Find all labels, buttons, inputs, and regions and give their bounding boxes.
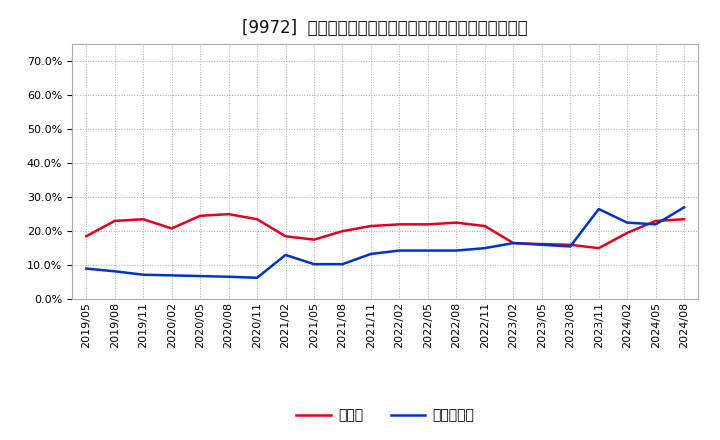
- 有利子負債: [82, 266, 91, 271]
- 現預金: [566, 242, 575, 247]
- 現預金: [480, 224, 489, 229]
- 現預金: [82, 234, 91, 239]
- 有利子負債: [623, 220, 631, 225]
- 有利子負債: [652, 222, 660, 227]
- 現預金: [253, 216, 261, 222]
- 現預金: [196, 213, 204, 219]
- 有利子負債: [139, 272, 148, 277]
- 有利子負債: [225, 274, 233, 279]
- 有利子負債: [423, 248, 432, 253]
- 現預金: [652, 218, 660, 224]
- 有利子負債: [452, 248, 461, 253]
- 現預金: [680, 216, 688, 222]
- 有利子負債: [167, 273, 176, 278]
- 現預金: [423, 222, 432, 227]
- 有利子負債: [196, 273, 204, 279]
- 現預金: [167, 226, 176, 231]
- 有利子負債: [253, 275, 261, 280]
- 現預金: [537, 242, 546, 247]
- 現預金: [310, 237, 318, 242]
- 現預金: [395, 222, 404, 227]
- 有利子負債: [680, 205, 688, 210]
- 有利子負債: [338, 261, 347, 267]
- 現預金: [139, 216, 148, 222]
- 現預金: [366, 224, 375, 229]
- 現預金: [282, 234, 290, 239]
- 有利子負債: [282, 252, 290, 257]
- 有利子負債: [366, 251, 375, 257]
- 現預金: [225, 212, 233, 217]
- 現預金: [110, 218, 119, 224]
- 有利子負債: [310, 261, 318, 267]
- 有利子負債: [395, 248, 404, 253]
- 現預金: [623, 230, 631, 235]
- 現預金: [338, 228, 347, 234]
- 有利子負債: [595, 206, 603, 212]
- 現預金: [452, 220, 461, 225]
- 有利子負債: [566, 244, 575, 249]
- 有利子負債: [509, 240, 518, 246]
- Line: 有利子負債: 有利子負債: [86, 207, 684, 278]
- Line: 現預金: 現預金: [86, 214, 684, 248]
- 現預金: [509, 240, 518, 246]
- 有利子負債: [537, 242, 546, 247]
- 有利子負債: [110, 269, 119, 274]
- Title: [9972]  現預金、有利子負債の総資産に対する比率の推移: [9972] 現預金、有利子負債の総資産に対する比率の推移: [243, 19, 528, 37]
- Legend: 現預金, 有利子負債: 現預金, 有利子負債: [291, 403, 480, 428]
- 現預金: [595, 246, 603, 251]
- 有利子負債: [480, 246, 489, 251]
